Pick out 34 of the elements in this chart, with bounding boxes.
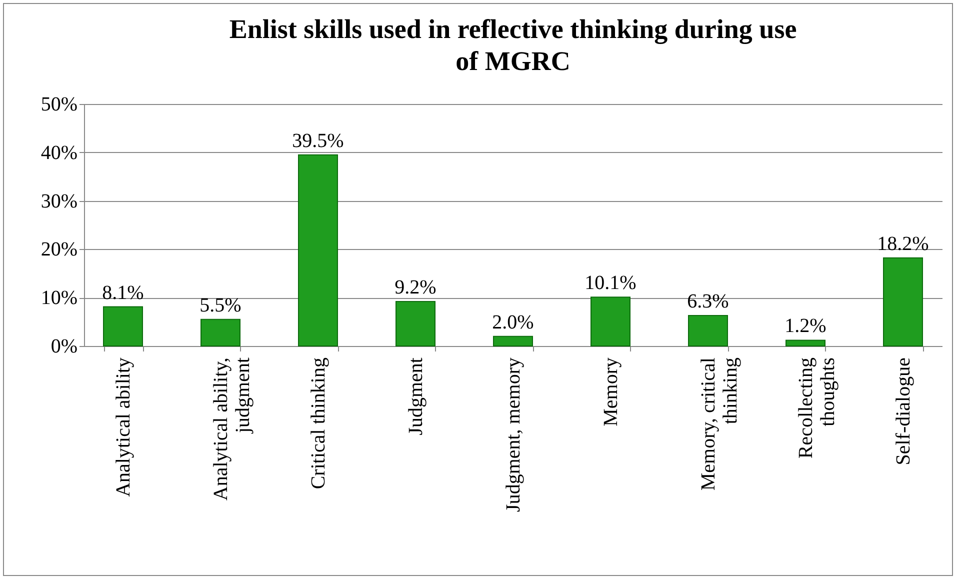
x-tick-label: Critical thinking [308,358,330,490]
data-label: 8.1% [102,282,144,304]
data-label: 10.1% [584,272,636,294]
x-tick-label: Memory, critical thinking [698,357,742,491]
y-tick-label: 50% [40,94,78,116]
data-label: 18.2% [877,232,929,255]
x-tick-label: Self-dialogue [892,357,914,466]
data-label: 6.3% [687,290,729,313]
data-label: 9.2% [394,276,436,298]
bar [688,315,728,346]
bar [298,154,338,346]
data-label: 1.2% [784,315,826,338]
bar [786,340,826,346]
x-tick-label: Recollecting thoughts [795,357,839,459]
y-tick-label: 30% [40,190,78,212]
x-tick-label: Judgment [405,357,427,436]
data-label: 2.0% [492,311,534,334]
bar [200,318,240,346]
y-tick-label: 10% [40,287,78,310]
bar [103,306,143,346]
bar [590,296,630,346]
bar [493,336,533,346]
y-tick-label: 40% [40,142,78,164]
y-tick-label: 0% [50,336,78,358]
y-tick-label: 20% [40,238,78,261]
bar [883,257,923,346]
data-label: 5.5% [200,294,242,316]
x-tick-label: Analytical ability [112,358,134,497]
data-label: 39.5% [292,130,344,152]
x-tick-label: Judgment, memory [502,358,524,512]
chart-title: Enlist skills used in reflective thinking during use of MGRC [229,14,797,76]
bar [396,300,436,346]
x-tick-label: Analytical ability, judgment [210,357,254,501]
x-tick-label: Memory [600,358,622,426]
